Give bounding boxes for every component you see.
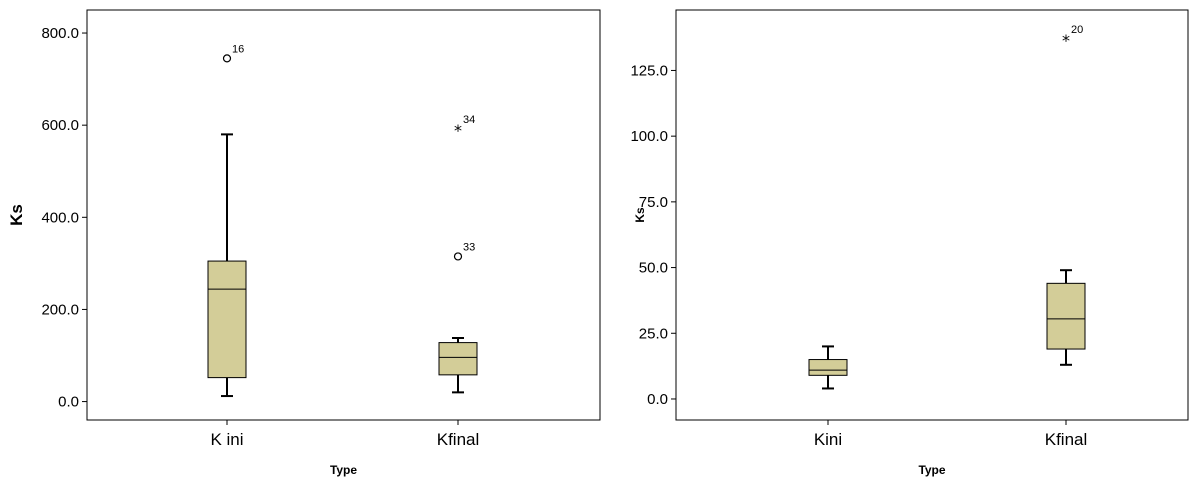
x-category-label: Kfinal bbox=[1045, 430, 1088, 449]
y-tick-label: 600.0 bbox=[41, 117, 79, 134]
right-boxplot-panel: 0.0 25.0 50.0 75.0 100.0 125.0 Ks Type Kini Kfina… bbox=[630, 9, 1189, 477]
x-category-label: Kini bbox=[814, 430, 842, 449]
y-tick-label: 0.0 bbox=[58, 394, 79, 411]
outlier-star-marker: * bbox=[454, 121, 462, 140]
y-tick-label: 75.0 bbox=[639, 194, 668, 211]
y-tick-label: 125.0 bbox=[630, 62, 668, 79]
x-category-label: Kfinal bbox=[437, 430, 480, 449]
plot-frame bbox=[86, 9, 601, 421]
outlier-case-label: 16 bbox=[232, 43, 244, 55]
x-axis-title: Type bbox=[330, 463, 357, 477]
outlier-case-label: 33 bbox=[463, 241, 475, 253]
outlier-circle-marker bbox=[453, 252, 463, 261]
outlier-star-marker: * bbox=[1062, 31, 1070, 50]
y-axis-title: Ks bbox=[633, 207, 647, 223]
plot-frame bbox=[675, 9, 1189, 421]
y-tick-label: 400.0 bbox=[41, 209, 79, 226]
y-tick-label: 25.0 bbox=[639, 325, 668, 342]
iqr-box bbox=[207, 260, 247, 379]
x-axis-title: Type bbox=[918, 463, 945, 477]
y-axis-title: Ks bbox=[7, 204, 26, 226]
iqr-box bbox=[808, 359, 848, 376]
iqr-box bbox=[438, 342, 478, 376]
x-category-label: K ini bbox=[210, 430, 243, 449]
outlier-case-label: 34 bbox=[463, 114, 475, 126]
y-tick-label: 800.0 bbox=[41, 25, 79, 42]
y-tick-label: 100.0 bbox=[630, 128, 668, 145]
y-tick-label: 50.0 bbox=[639, 260, 668, 277]
y-tick-label: 200.0 bbox=[41, 301, 79, 318]
left-boxplot-panel: 0.0 200.0 400.0 600.0 800.0 Ks Type K ini 16 Kfin… bbox=[7, 9, 601, 477]
iqr-box bbox=[1046, 282, 1086, 350]
outlier-circle-marker bbox=[222, 54, 232, 63]
outlier-case-label: 20 bbox=[1071, 24, 1083, 36]
y-tick-label: 0.0 bbox=[647, 391, 668, 408]
